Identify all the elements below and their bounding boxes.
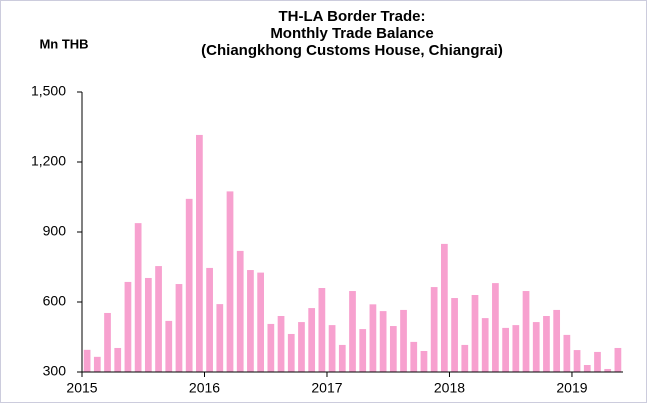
bar xyxy=(226,191,234,372)
bar xyxy=(104,312,111,372)
x-tick-label: 2019 xyxy=(556,380,587,396)
bar xyxy=(338,344,346,372)
bar xyxy=(471,295,479,372)
y-tick-label: 300 xyxy=(43,363,67,379)
bar xyxy=(451,298,458,372)
bar xyxy=(165,320,173,372)
chart-title: (Chiangkhong Customs House, Chiangrai) xyxy=(201,42,503,59)
bar xyxy=(155,266,162,372)
bar xyxy=(522,291,530,372)
bar xyxy=(481,318,489,372)
bar xyxy=(369,304,377,372)
bar xyxy=(359,329,367,372)
x-tick-label: 2016 xyxy=(189,380,220,396)
bar xyxy=(298,322,305,372)
bar xyxy=(83,349,91,372)
x-tick-label: 2017 xyxy=(311,380,342,396)
bar xyxy=(287,333,295,372)
bar xyxy=(175,284,183,372)
bar xyxy=(512,325,520,372)
chart-title: Monthly Trade Balance xyxy=(270,25,433,42)
bar xyxy=(543,316,550,372)
bar xyxy=(328,325,336,372)
bar xyxy=(563,334,571,372)
bar xyxy=(379,311,387,372)
bar xyxy=(502,327,509,372)
bar xyxy=(196,134,203,372)
bar xyxy=(440,243,448,372)
bar xyxy=(93,356,101,372)
bar xyxy=(206,267,213,372)
y-tick-label: 1,500 xyxy=(31,83,66,99)
bar xyxy=(420,351,428,372)
bar xyxy=(573,350,581,372)
bar xyxy=(308,308,316,372)
bar xyxy=(430,287,438,372)
y-tick-label: 1,200 xyxy=(31,153,66,169)
bar xyxy=(583,365,591,372)
y-tick-label: 600 xyxy=(43,293,67,309)
bar xyxy=(461,344,469,372)
bar xyxy=(553,309,561,372)
bar xyxy=(277,316,285,372)
chart-title: TH-LA Border Trade: xyxy=(279,8,426,25)
bar xyxy=(114,347,122,372)
bar xyxy=(410,341,418,372)
bar xyxy=(400,309,407,372)
bar xyxy=(389,326,397,372)
y-axis-label: Mn THB xyxy=(39,36,88,51)
bar xyxy=(349,291,356,372)
y-tick-label: 900 xyxy=(43,223,67,239)
bar xyxy=(532,322,540,372)
bar xyxy=(185,198,193,372)
bar xyxy=(134,223,142,372)
bar xyxy=(604,368,612,372)
x-tick-label: 2018 xyxy=(434,380,465,396)
bar xyxy=(267,323,275,372)
bar xyxy=(594,351,601,372)
bar xyxy=(236,250,244,372)
bar xyxy=(614,347,622,372)
bar xyxy=(257,272,265,372)
bar xyxy=(318,288,326,372)
bar xyxy=(492,283,499,372)
bar xyxy=(216,304,224,372)
bar xyxy=(144,277,152,372)
x-tick-label: 2015 xyxy=(66,380,97,396)
bar xyxy=(124,281,132,372)
bar xyxy=(247,270,254,372)
